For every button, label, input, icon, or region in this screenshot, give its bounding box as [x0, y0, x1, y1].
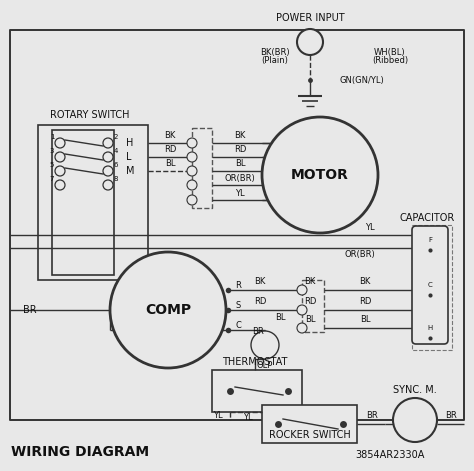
Text: BL: BL — [165, 160, 175, 169]
Circle shape — [103, 166, 113, 176]
Bar — [212, 370, 302, 412]
Text: 3854AR2330A: 3854AR2330A — [356, 450, 425, 460]
Text: 5: 5 — [50, 162, 54, 168]
Text: BR: BR — [252, 327, 264, 336]
Circle shape — [187, 166, 197, 176]
Circle shape — [187, 180, 197, 190]
Circle shape — [103, 138, 113, 148]
Bar — [10, 30, 464, 420]
Text: RD: RD — [359, 298, 371, 307]
Text: RD: RD — [304, 298, 316, 307]
Circle shape — [251, 331, 279, 359]
Text: OLP: OLP — [257, 360, 273, 370]
FancyBboxPatch shape — [412, 226, 448, 344]
Text: 2: 2 — [114, 134, 118, 140]
Text: COMP: COMP — [145, 303, 191, 317]
Circle shape — [297, 323, 307, 333]
Text: RD: RD — [234, 146, 246, 154]
Circle shape — [297, 29, 323, 55]
Circle shape — [55, 180, 65, 190]
Text: 4: 4 — [114, 148, 118, 154]
Text: 1: 1 — [50, 134, 54, 140]
Text: BK: BK — [255, 277, 266, 286]
Text: L: L — [126, 152, 131, 162]
Text: OR(BR): OR(BR) — [225, 173, 255, 182]
Circle shape — [103, 152, 113, 162]
Circle shape — [103, 180, 113, 190]
Text: YL: YL — [213, 411, 223, 420]
Text: ROTARY SWITCH: ROTARY SWITCH — [50, 110, 130, 120]
Circle shape — [187, 138, 197, 148]
Text: R: R — [235, 281, 241, 290]
Text: 7: 7 — [50, 176, 54, 182]
Text: YL: YL — [365, 224, 375, 233]
Text: BK: BK — [304, 277, 316, 286]
Circle shape — [55, 166, 65, 176]
Text: BR: BR — [445, 412, 457, 421]
Text: WH(BL): WH(BL) — [374, 48, 406, 57]
Text: BR: BR — [23, 305, 37, 315]
Text: BL: BL — [235, 160, 245, 169]
Text: (Ribbed): (Ribbed) — [372, 56, 408, 65]
Text: SYNC. M.: SYNC. M. — [393, 385, 437, 395]
Text: S: S — [236, 300, 241, 309]
Text: THERMOSTAT: THERMOSTAT — [222, 357, 288, 367]
Text: BK: BK — [164, 131, 176, 140]
Text: MOTOR: MOTOR — [291, 168, 349, 182]
Text: BR: BR — [366, 412, 378, 421]
Text: ROCKER SWITCH: ROCKER SWITCH — [269, 430, 351, 440]
Text: (Plain): (Plain) — [262, 56, 289, 65]
Text: BK(BR): BK(BR) — [260, 48, 290, 57]
Bar — [192, 128, 212, 208]
Text: C: C — [428, 282, 432, 288]
Text: C: C — [235, 320, 241, 330]
Circle shape — [187, 152, 197, 162]
Bar — [412, 225, 452, 350]
Text: WIRING DIAGRAM: WIRING DIAGRAM — [11, 445, 149, 459]
Text: H: H — [126, 138, 133, 148]
Text: BK: BK — [359, 277, 371, 286]
Text: 3: 3 — [50, 148, 54, 154]
Text: BL: BL — [305, 316, 315, 325]
Text: 8: 8 — [114, 176, 118, 182]
Circle shape — [297, 285, 307, 295]
Text: YL: YL — [243, 414, 253, 422]
Bar — [302, 280, 324, 332]
Text: M: M — [126, 166, 135, 176]
Circle shape — [55, 138, 65, 148]
Text: CAPACITOR: CAPACITOR — [400, 213, 455, 223]
Text: POWER INPUT: POWER INPUT — [276, 13, 344, 23]
Text: RD: RD — [254, 298, 266, 307]
Text: BL: BL — [360, 316, 370, 325]
Text: GN(GN/YL): GN(GN/YL) — [340, 75, 385, 84]
Bar — [52, 130, 114, 275]
Text: RD: RD — [164, 146, 176, 154]
Bar — [262, 405, 357, 443]
Circle shape — [393, 398, 437, 442]
Circle shape — [297, 305, 307, 315]
Text: BK: BK — [234, 131, 246, 140]
Text: 6: 6 — [114, 162, 118, 168]
Circle shape — [187, 195, 197, 205]
Text: F: F — [428, 237, 432, 243]
Text: BL: BL — [275, 314, 285, 323]
Circle shape — [110, 252, 226, 368]
Text: H: H — [428, 325, 433, 331]
Bar — [38, 125, 148, 280]
Text: OR(BR): OR(BR) — [345, 251, 375, 260]
Text: YL: YL — [235, 188, 245, 197]
Circle shape — [262, 117, 378, 233]
Circle shape — [55, 152, 65, 162]
